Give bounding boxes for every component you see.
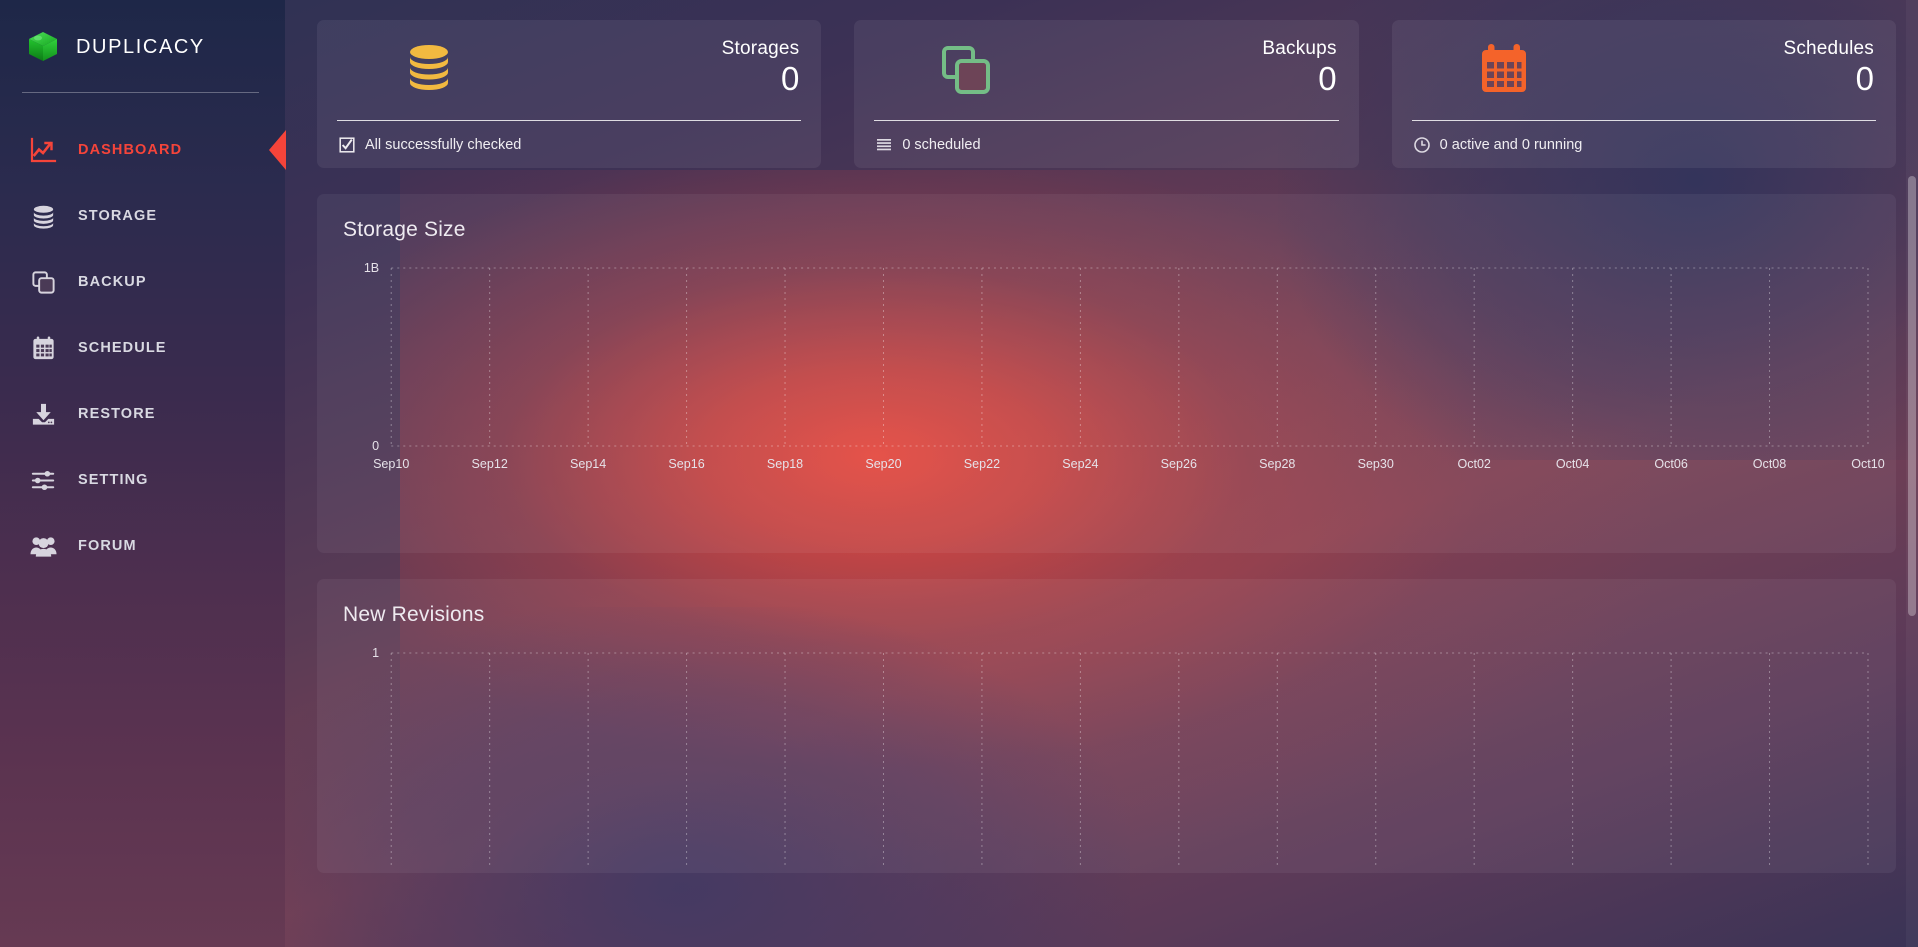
brand-name: DUPLICACY	[76, 35, 205, 58]
x-axis-tick-label: Sep14	[570, 457, 606, 471]
x-axis-tick-label: Sep24	[1062, 457, 1098, 471]
sidebar-item-label: SETTING	[78, 472, 149, 488]
panel-title: Storage Size	[343, 218, 466, 241]
x-axis-tick-label: Oct06	[1654, 457, 1688, 471]
x-axis-tick-label: Sep20	[865, 457, 901, 471]
sidebar-item-label: DASHBOARD	[78, 142, 183, 158]
stat-card-values: Storages 0	[722, 34, 800, 97]
stat-card-title: Schedules	[1783, 38, 1874, 59]
sidebar-item-label: STORAGE	[78, 208, 158, 224]
sidebar-item-backup[interactable]: BACKUP	[0, 249, 285, 315]
stat-card-divider	[337, 120, 802, 121]
sidebar-item-label: BACKUP	[78, 274, 147, 290]
x-axis-tick-label: Oct10	[1851, 457, 1885, 471]
panel-new-revisions: New Revisions 1	[317, 579, 1896, 873]
x-axis-tick-label: Sep28	[1259, 457, 1295, 471]
calendar-icon	[28, 333, 58, 363]
panel-storage-size: Storage Size Sep10 Sep12 Sep14 Sep16 Sep18 Se…	[317, 194, 1896, 553]
y-axis-tick-label: 1	[372, 646, 379, 660]
download-tray-icon	[28, 399, 58, 429]
x-axis-tick-label: Sep22	[964, 457, 1000, 471]
checkbox-checked-icon	[339, 137, 355, 153]
x-axis-tick-label: Sep26	[1161, 457, 1197, 471]
copy-layers-icon	[936, 40, 996, 100]
new-revisions-chart-svg: 1	[372, 646, 1869, 865]
storage-size-chart[interactable]: Sep10 Sep12 Sep14 Sep16 Sep18 Sep20 Sep22 Sep24…	[343, 250, 1885, 535]
stat-card-storages[interactable]: Storages 0 All successfully checked	[317, 20, 822, 168]
database-stack-icon	[28, 201, 58, 231]
stat-card-values: Schedules 0	[1783, 34, 1874, 97]
stat-card-footer: 0 active and 0 running	[1413, 121, 1874, 153]
sidebar-item-dashboard[interactable]: DASHBOARD	[0, 117, 286, 183]
x-axis-tick-label: Oct02	[1457, 457, 1491, 471]
y-axis-tick-label: 0	[372, 439, 379, 453]
sidebar-item-restore[interactable]: RESTORE	[0, 381, 285, 447]
sidebar-nav: DASHBOARD STORAGE	[0, 117, 286, 579]
x-axis-tick-label: Oct04	[1556, 457, 1590, 471]
stat-card-value: 0	[1855, 60, 1874, 97]
stat-card-divider	[874, 120, 1339, 121]
stat-card-value: 0	[780, 60, 800, 97]
copy-layers-icon	[28, 267, 58, 297]
stat-card-schedules[interactable]: Schedules 0 0 active and 0 running	[1391, 20, 1896, 168]
green-cube-logo-icon	[26, 30, 60, 64]
calendar-icon	[1474, 40, 1534, 100]
x-axis-tick-label: Sep30	[1358, 457, 1394, 471]
x-axis-tick-label: Sep12	[472, 457, 508, 471]
stat-card-title: Backups	[1262, 38, 1337, 59]
stat-card-title: Storages	[721, 38, 800, 59]
brand[interactable]: DUPLICACY	[0, 18, 285, 76]
sidebar-item-forum[interactable]: FORUM	[0, 513, 285, 579]
people-group-icon	[28, 531, 58, 561]
stat-card-top: Storages 0	[339, 34, 799, 120]
stat-card-footer: All successfully checked	[339, 121, 799, 153]
x-axis-tick-label: Sep16	[668, 457, 704, 471]
x-axis-tick-label: Sep18	[767, 457, 803, 471]
stat-card-value: 0	[1318, 60, 1337, 97]
stat-card-top: Schedules 0	[1414, 34, 1874, 120]
sidebar-item-schedule[interactable]: SCHEDULE	[0, 315, 285, 381]
stat-card-footer-text: 0 active and 0 running	[1439, 137, 1583, 153]
x-axis-tick-label: Oct08	[1753, 457, 1787, 471]
sidebar-item-label: RESTORE	[78, 406, 156, 422]
x-axis-tick-label: Sep10	[373, 457, 409, 471]
stat-card-top: Backups 0	[876, 34, 1337, 120]
chart-line-up-icon	[28, 135, 58, 165]
stat-card-footer-text: All successfully checked	[365, 137, 522, 153]
sidebar-item-setting[interactable]: SETTING	[0, 447, 285, 513]
stat-card-backups[interactable]: Backups 0 0 scheduled	[854, 20, 1359, 168]
panel-title: New Revisions	[343, 603, 485, 626]
active-indicator-arrow	[269, 130, 286, 170]
stat-card-values: Backups 0	[1262, 34, 1336, 97]
y-axis-tick-label: 1B	[364, 261, 379, 275]
stat-cards-row: Storages 0 All successfully checked	[317, 20, 1896, 168]
stat-card-footer-text: 0 scheduled	[902, 137, 981, 153]
main-content: Storages 0 All successfully checked	[285, 0, 1918, 947]
sidebar-item-label: FORUM	[78, 538, 137, 554]
page-scrollbar-thumb[interactable]	[1908, 176, 1916, 616]
database-stack-icon	[399, 40, 459, 100]
sidebar: DUPLICACY DASHBOARD	[0, 0, 286, 947]
new-revisions-chart[interactable]: 1	[343, 635, 1870, 865]
clock-icon	[1413, 137, 1430, 153]
stat-card-footer: 0 scheduled	[876, 121, 1336, 153]
sliders-icon	[28, 465, 58, 495]
storage-size-chart-svg: Sep10 Sep12 Sep14 Sep16 Sep18 Sep20 Sep22 Sep24…	[364, 261, 1885, 471]
sidebar-item-storage[interactable]: STORAGE	[0, 183, 285, 249]
sidebar-divider	[22, 92, 259, 93]
list-lines-icon	[876, 137, 892, 153]
sidebar-item-label: SCHEDULE	[78, 340, 167, 356]
